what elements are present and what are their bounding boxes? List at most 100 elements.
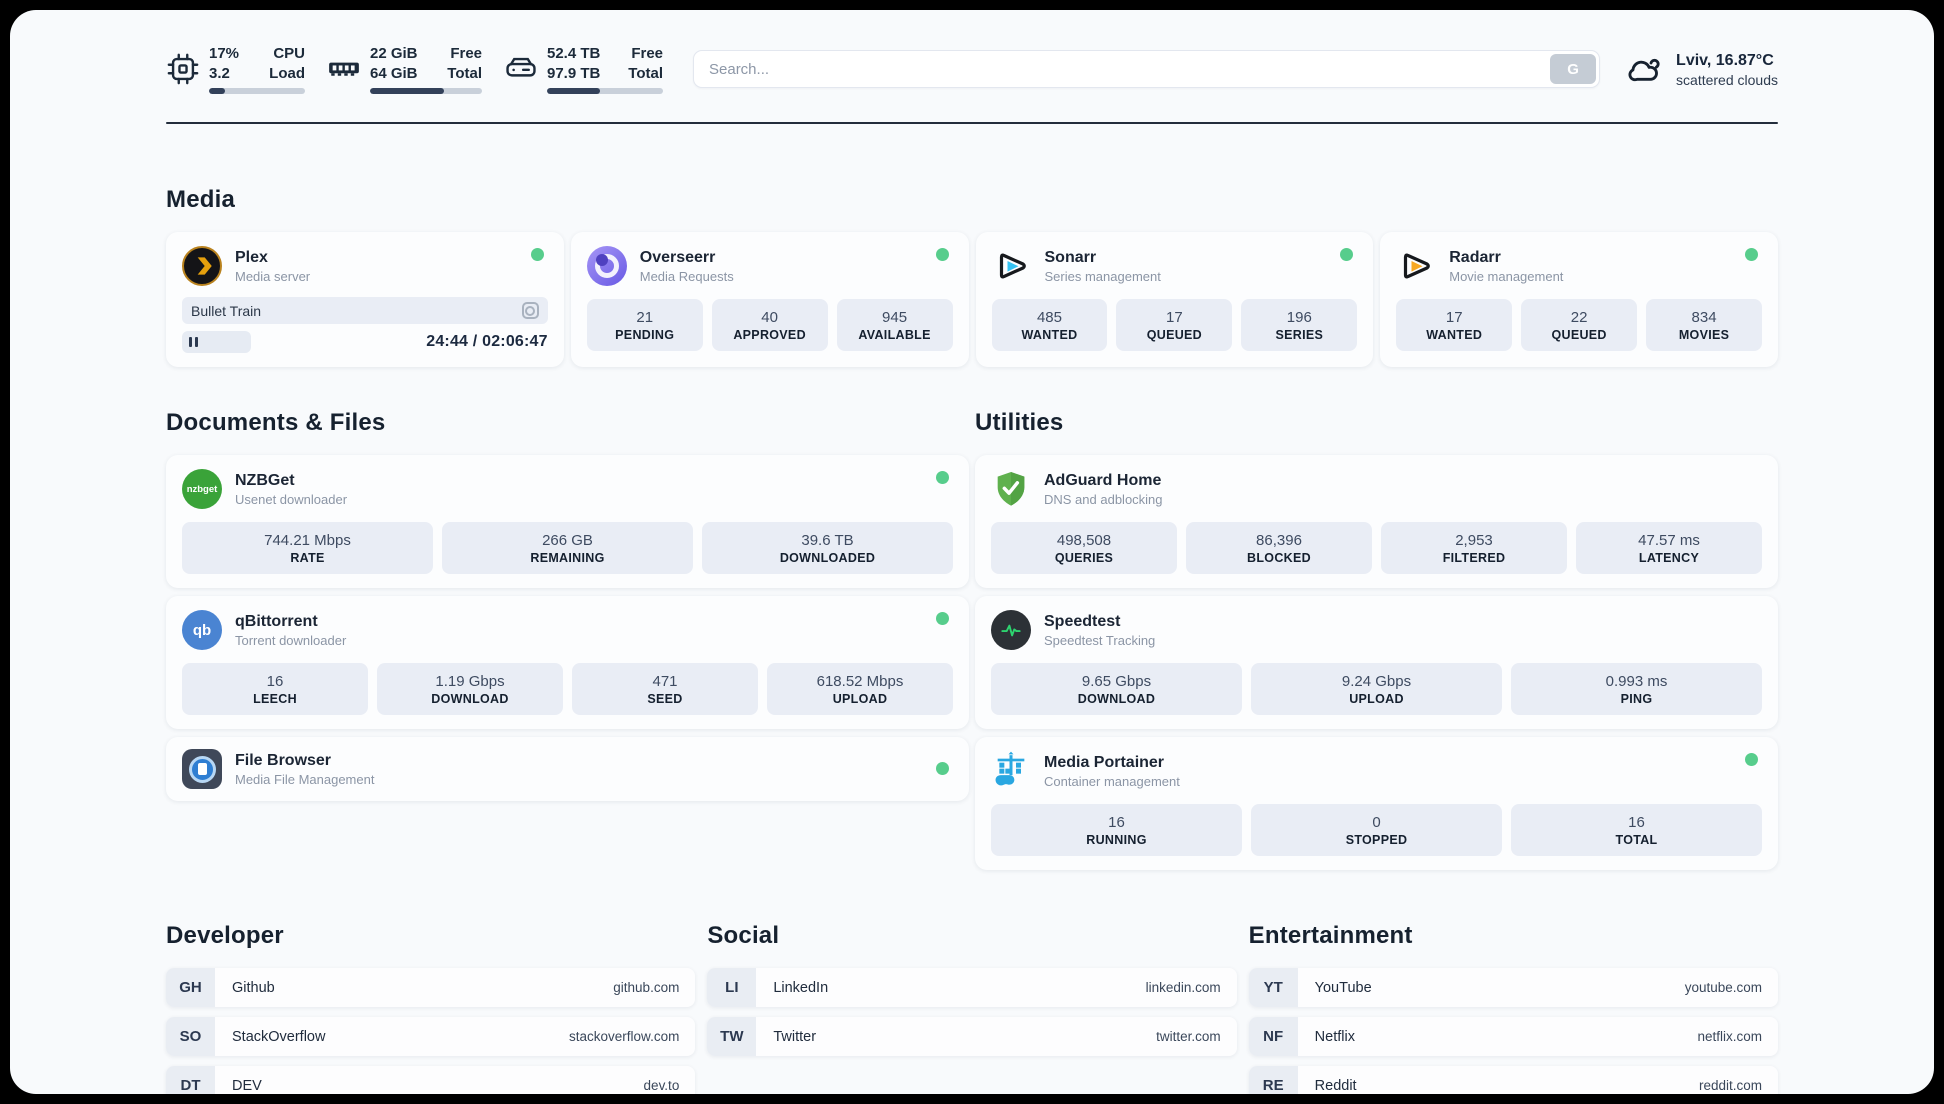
stat-label: DOWNLOADED: [779, 550, 876, 565]
app-name: NZBGet: [235, 472, 295, 489]
bookmark-netflix[interactable]: NF Netflix netflix.com: [1248, 1017, 1778, 1056]
app-card-overseerr[interactable]: Overseerr Media Requests 21 PENDING 40 A…: [570, 232, 969, 367]
stat-tile: 0.993 ms PING: [1511, 663, 1762, 715]
bookmark-dev[interactable]: DT DEV dev.to: [166, 1066, 696, 1094]
bookmark-url: github.com: [613, 980, 680, 995]
app-desc: Movie management: [1449, 269, 1564, 284]
bookmark-url: youtube.com: [1684, 980, 1762, 995]
stat-tile: 86,396 BLOCKED: [1186, 522, 1372, 574]
pause-button[interactable]: [182, 331, 252, 353]
app-card-speedtest[interactable]: Speedtest Speedtest Tracking 9.65 Gbps D…: [975, 596, 1778, 729]
app-card-filebrowser[interactable]: File Browser Media File Management: [166, 737, 969, 801]
stat-label: BLOCKED: [1247, 550, 1311, 565]
stat-tile: 945 AVAILABLE: [836, 299, 953, 351]
stat-label: REMAINING: [530, 550, 605, 565]
nzbget-logo-text: nzbget: [186, 483, 218, 495]
bookmark-youtube[interactable]: YT YouTube youtube.com: [1248, 968, 1778, 1007]
cpu-progress-track: [209, 88, 305, 94]
bookmark-name: Twitter: [773, 1028, 817, 1045]
weather-city-temp: Lviv, 16.87°C: [1676, 52, 1774, 70]
app-name: Radarr: [1449, 249, 1501, 266]
stat-tile: 2,953 FILTERED: [1381, 522, 1567, 574]
cpu-progress-fill: [209, 88, 226, 94]
search-input[interactable]: [693, 50, 1601, 88]
app-name: Plex: [235, 249, 268, 266]
bookmark-url: twitter.com: [1156, 1029, 1221, 1044]
stat-label: UPLOAD: [1349, 691, 1404, 706]
stat-value: 16: [1108, 813, 1125, 831]
stat-label: PING: [1620, 691, 1653, 706]
stat-value: 744.21 Mbps: [264, 531, 351, 549]
disk-free: 52.4 TB: [547, 45, 601, 62]
stat-value: 498,508: [1056, 531, 1112, 549]
stat-tile: 16 RUNNING: [991, 804, 1242, 856]
weather-condition: scattered clouds: [1676, 71, 1778, 88]
stat-value: 21: [636, 308, 654, 326]
stat-value: 1.19 Gbps: [435, 672, 505, 690]
app-name: AdGuard Home: [1044, 472, 1162, 489]
bookmark-url: dev.to: [643, 1078, 680, 1093]
status-dot-online: [1745, 248, 1758, 261]
app-card-adguard[interactable]: AdGuard Home DNS and adblocking 498,508 …: [975, 455, 1778, 588]
stat-label: WANTED: [1426, 327, 1483, 342]
app-card-portainer[interactable]: Media Portainer Container management 16 …: [975, 737, 1778, 870]
weather-widget[interactable]: Lviv, 16.87°C scattered clouds: [1626, 50, 1778, 88]
qbittorrent-icon: qb: [182, 610, 222, 650]
search-bar: G: [693, 50, 1601, 88]
disk-progress-fill: [547, 88, 601, 94]
stat-label: WANTED: [1021, 327, 1078, 342]
stat-tile: 744.21 Mbps RATE: [182, 522, 433, 574]
player-row: 24:44 / 02:06:47: [182, 331, 548, 353]
stat-tile: 471 SEED: [572, 663, 758, 715]
qbittorrent-logo-text: qb: [192, 621, 212, 639]
stat-label: LATENCY: [1638, 550, 1700, 565]
section-title-entertainment: Entertainment: [1248, 922, 1413, 949]
app-card-nzbget[interactable]: nzbget NZBGet Usenet downloader 744.21 M…: [166, 455, 969, 588]
disk-widget: 52.4 TB 97.9 TB Free Total: [504, 44, 663, 94]
app-card-plex[interactable]: Plex Media server Bullet Train 24:44 / 0…: [166, 232, 564, 367]
app-card-radarr[interactable]: Radarr Movie management 17 WANTED 22 QUE…: [1380, 232, 1778, 367]
status-dot-online: [935, 248, 949, 261]
status-dot-online: [530, 248, 544, 261]
disk-total: 97.9 TB: [547, 64, 601, 82]
section-title-documents: Documents & Files: [166, 409, 386, 436]
stat-label: AVAILABLE: [858, 327, 931, 342]
bookmark-reddit[interactable]: RE Reddit reddit.com: [1248, 1066, 1778, 1094]
bookmark-name: Netflix: [1314, 1028, 1355, 1045]
bookmark-github[interactable]: GH Github github.com: [166, 968, 696, 1007]
bookmark-url: stackoverflow.com: [569, 1029, 680, 1044]
app-desc: Media server: [235, 269, 311, 284]
cpu-label-2: Load: [269, 64, 305, 82]
app-card-sonarr[interactable]: Sonarr Series management 485 WANTED 17 Q…: [975, 232, 1374, 367]
disk-progress-track: [547, 88, 663, 94]
section-title-media: Media: [166, 186, 236, 213]
stat-label: MOVIES: [1678, 327, 1730, 342]
bookmark-url: netflix.com: [1697, 1029, 1762, 1044]
stat-tile: 9.65 Gbps DOWNLOAD: [991, 663, 1242, 715]
stat-tile: 21 PENDING: [586, 299, 703, 351]
disk-label-2: Total: [628, 64, 663, 82]
stat-label: UPLOAD: [832, 691, 888, 706]
radarr-icon: [1396, 246, 1436, 286]
app-desc: DNS and adblocking: [1044, 492, 1163, 507]
app-desc: Speedtest Tracking: [1044, 633, 1156, 648]
stat-value: 47.57 ms: [1638, 531, 1700, 549]
bookmark-stackoverflow[interactable]: SO StackOverflow stackoverflow.com: [166, 1017, 696, 1056]
stat-label: APPROVED: [733, 327, 806, 342]
cpu-percent: 17%: [209, 45, 240, 62]
app-name: Overseerr: [639, 249, 716, 266]
section-title-social: Social: [707, 922, 780, 949]
portainer-icon: [991, 751, 1031, 791]
bookmark-twitter[interactable]: TW Twitter twitter.com: [707, 1017, 1237, 1056]
app-card-qbittorrent[interactable]: qb qBittorrent Torrent downloader 16 LEE…: [166, 596, 969, 729]
search-engine-button[interactable]: G: [1550, 54, 1597, 84]
bookmark-name: StackOverflow: [232, 1028, 326, 1045]
cpu-widget: 17% 3.2 CPU Load: [166, 44, 305, 94]
memory-label-1: Free: [450, 45, 482, 62]
stat-value: 17: [1445, 308, 1463, 326]
bookmark-linkedin[interactable]: LI LinkedIn linkedin.com: [707, 968, 1237, 1007]
sonarr-icon: [992, 246, 1032, 286]
app-name: qBittorrent: [235, 613, 318, 630]
plex-icon: [182, 246, 222, 286]
nzbget-icon: nzbget: [182, 469, 222, 509]
